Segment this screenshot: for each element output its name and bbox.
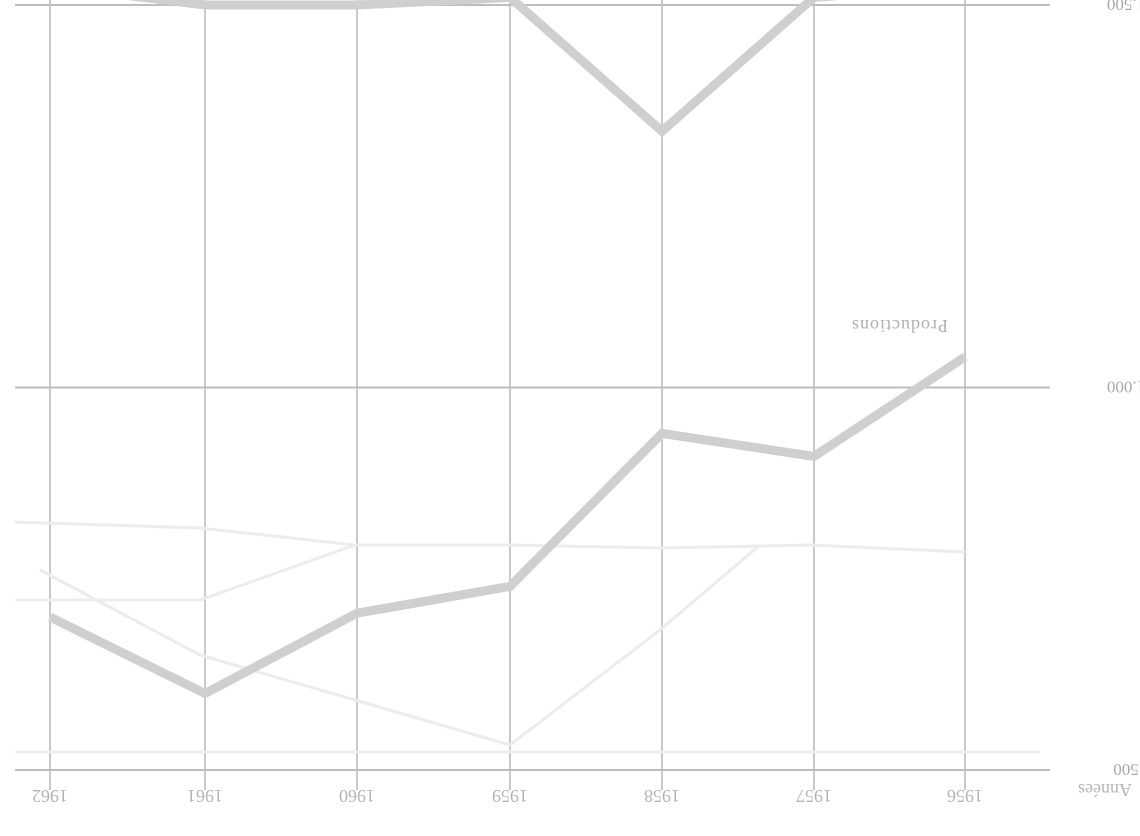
x-tick-label: 1958	[644, 786, 680, 806]
chart-grid	[15, 0, 1050, 790]
y-tick-label: 500	[1113, 760, 1139, 779]
x-axis-label: Années	[1078, 780, 1132, 800]
y-axis-ticks: 500 1.000 1.500	[1107, 0, 1140, 779]
series-label-productions: Productions	[851, 316, 948, 336]
x-axis-ticks: 1962 1961 1960 1959 1958 1957 1956	[32, 786, 983, 806]
series-line-0	[48, 353, 968, 699]
x-tick-label: 1956	[947, 786, 983, 806]
chart-series	[48, 0, 968, 699]
y-tick-label: 1.500	[1107, 0, 1140, 14]
x-tick-label: 1960	[339, 786, 375, 806]
x-tick-label: 1961	[187, 786, 223, 806]
x-tick-label: 1957	[796, 786, 832, 806]
x-tick-label: 1959	[492, 786, 528, 806]
y-tick-label: 1.000	[1107, 378, 1140, 397]
x-tick-label: 1962	[32, 786, 68, 806]
background-traces	[14, 520, 1040, 754]
series-line-1	[127, 0, 840, 138]
